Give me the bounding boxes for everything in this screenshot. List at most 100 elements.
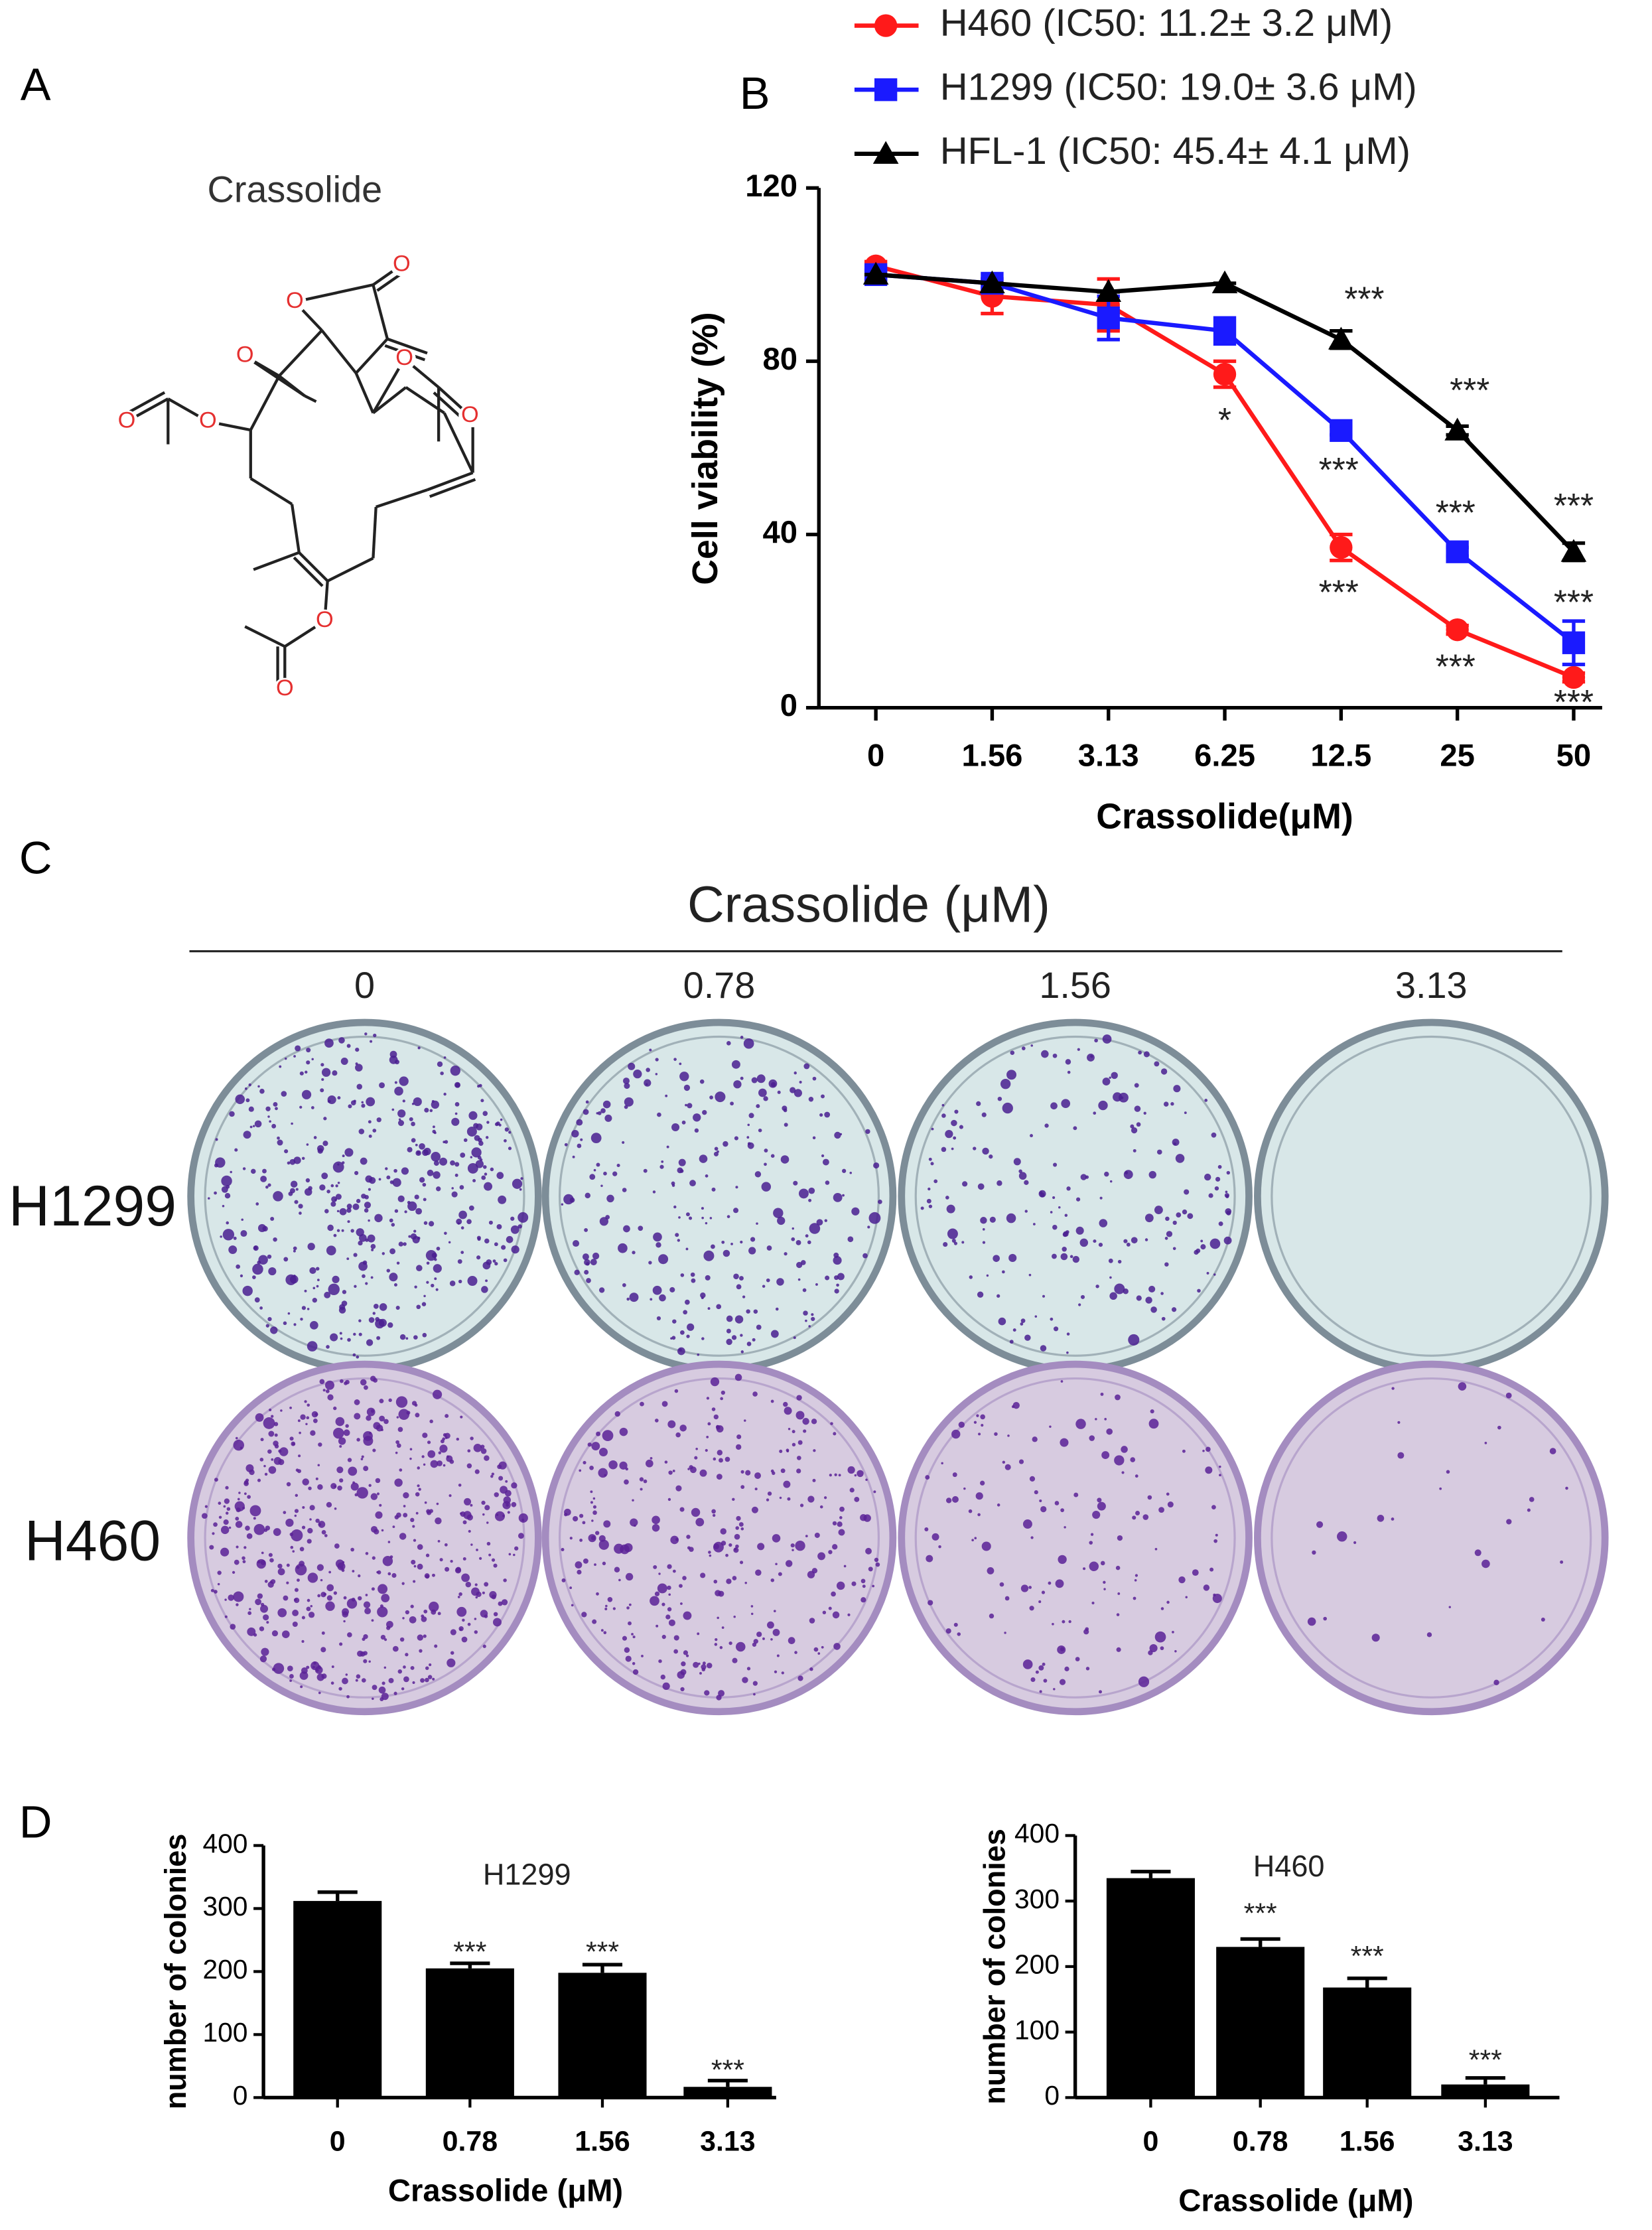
colony — [862, 1253, 868, 1259]
colony — [341, 1300, 348, 1306]
colony — [1166, 1231, 1173, 1237]
colony — [479, 1557, 482, 1561]
colony — [670, 1337, 673, 1340]
colony — [742, 1677, 748, 1683]
bond — [249, 375, 281, 431]
colony — [496, 1172, 504, 1180]
colony — [658, 1572, 661, 1575]
colony — [310, 1604, 313, 1608]
colony — [269, 1120, 271, 1123]
colony — [356, 1674, 361, 1679]
colony — [414, 1194, 419, 1200]
colony — [773, 1610, 776, 1613]
colony — [383, 1419, 389, 1425]
colony — [1108, 1258, 1113, 1263]
colony — [339, 1478, 344, 1483]
colony — [450, 1066, 460, 1076]
colony — [731, 1335, 737, 1340]
colony — [1060, 1253, 1068, 1261]
colony — [339, 1208, 347, 1216]
colony — [1130, 1124, 1135, 1129]
colony — [687, 1103, 693, 1109]
colony — [1002, 1270, 1005, 1274]
legend-label: HFL-1 (IC50: 45.4± 4.1 μM) — [940, 130, 1411, 173]
colony — [508, 1553, 512, 1556]
colony — [419, 1177, 425, 1183]
colony — [381, 1252, 385, 1255]
colony — [326, 1190, 330, 1194]
colony — [456, 1606, 467, 1617]
colony — [461, 1573, 470, 1582]
colony — [1135, 1574, 1138, 1577]
colony — [581, 1612, 587, 1618]
structure-title: Crassolide — [208, 168, 383, 210]
colony — [267, 1254, 272, 1259]
colony — [472, 1178, 476, 1182]
colony — [1076, 1197, 1081, 1202]
colony — [1072, 1255, 1080, 1263]
colony — [423, 1221, 428, 1225]
colony — [1068, 1620, 1071, 1624]
colony — [824, 1219, 827, 1222]
colony — [1133, 1596, 1136, 1600]
colony — [439, 1157, 448, 1166]
colony — [372, 1448, 376, 1452]
bond — [278, 329, 323, 378]
colony — [1154, 1631, 1166, 1643]
colony — [259, 1088, 265, 1094]
colony — [521, 1518, 525, 1521]
colony — [218, 1501, 222, 1505]
colony — [417, 1544, 423, 1550]
colony — [1024, 1210, 1028, 1213]
colony — [654, 1419, 659, 1423]
colony — [763, 1096, 768, 1101]
atom-label: O — [199, 407, 217, 433]
colony — [723, 1141, 728, 1147]
colony — [289, 1436, 294, 1441]
colony — [733, 1616, 736, 1618]
colony — [717, 1450, 723, 1456]
colony — [981, 1424, 984, 1427]
colony — [977, 1183, 985, 1190]
colony — [628, 1621, 632, 1626]
colony — [267, 1449, 272, 1454]
colony — [389, 1555, 393, 1559]
bar — [1106, 1878, 1195, 2098]
colony — [666, 1145, 669, 1149]
colony — [454, 1112, 458, 1115]
colony — [748, 1113, 754, 1119]
colony — [598, 1447, 608, 1456]
colony — [928, 1187, 931, 1191]
colony — [481, 1175, 486, 1180]
colony — [457, 1259, 462, 1264]
cell-line-label: H1299 — [9, 1174, 176, 1238]
colony — [1115, 1565, 1121, 1570]
colony — [1060, 1438, 1069, 1447]
colony — [1095, 1418, 1097, 1421]
colony — [224, 1498, 230, 1504]
colony — [214, 1478, 218, 1482]
colony — [592, 1505, 597, 1509]
colony — [449, 1280, 456, 1287]
atom-bg — [196, 410, 220, 433]
colony — [423, 1463, 426, 1466]
colony — [752, 1338, 756, 1342]
colony — [719, 1458, 723, 1463]
colony — [403, 1513, 408, 1518]
colony — [590, 1133, 602, 1144]
colony — [643, 1168, 648, 1173]
colony — [223, 1505, 226, 1508]
colony — [433, 1171, 441, 1179]
colony — [403, 1492, 409, 1499]
colony — [1052, 1196, 1056, 1200]
colony — [394, 1209, 399, 1213]
colony — [436, 1502, 439, 1505]
significance-label: *** — [1344, 280, 1384, 318]
colony — [612, 1171, 618, 1176]
colony — [432, 1677, 435, 1681]
colony — [346, 1257, 350, 1261]
colony — [1085, 1667, 1090, 1671]
colony — [1058, 1206, 1061, 1209]
colony — [460, 1415, 463, 1419]
colony — [395, 1306, 400, 1310]
